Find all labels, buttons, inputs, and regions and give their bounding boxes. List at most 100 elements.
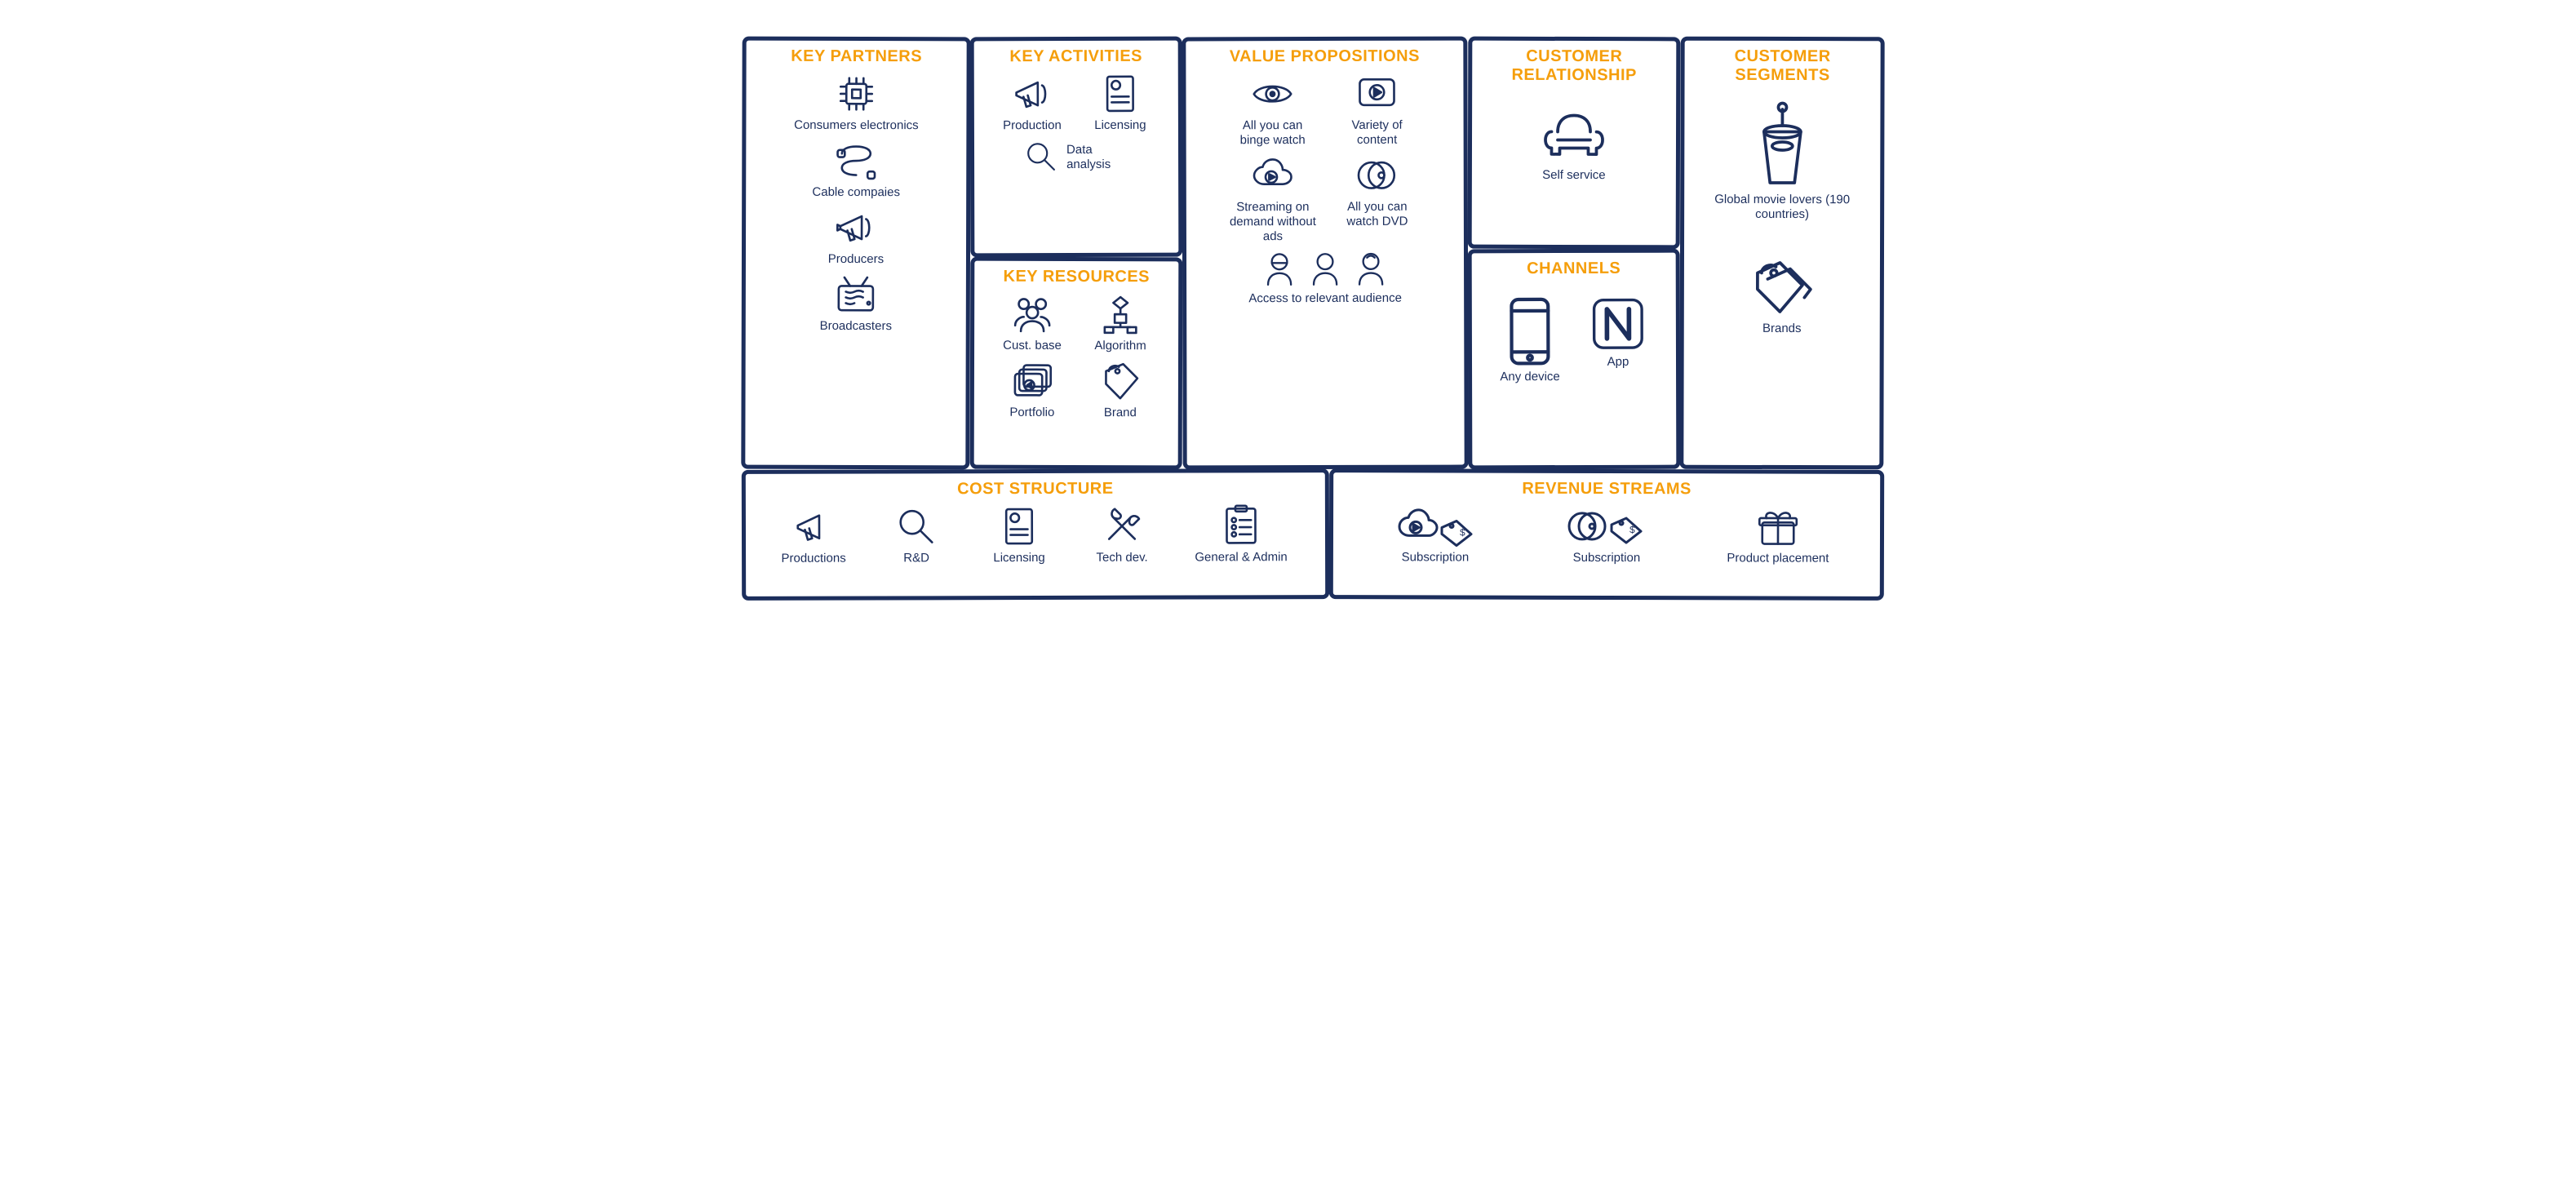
megaphone-icon xyxy=(831,205,881,251)
block-title: CUSTOMER SEGMENTS xyxy=(1692,47,1872,86)
item-cs-productions: Productions xyxy=(772,504,853,566)
person-3-icon xyxy=(1350,249,1390,290)
cloud-play-tag-icon: $ xyxy=(1394,503,1475,548)
item-self-service: Self service xyxy=(1500,101,1647,183)
item-label: Subscription xyxy=(1401,550,1469,565)
item-label: Product placement xyxy=(1727,551,1829,565)
item-label: Brand xyxy=(1103,406,1136,420)
cloud-play-icon xyxy=(1247,153,1297,198)
eye-icon xyxy=(1247,71,1297,117)
item-label: Global movie lovers (190 countries) xyxy=(1709,193,1856,222)
discs-tag-icon: $ xyxy=(1565,503,1647,549)
item-brand: Brand xyxy=(1083,358,1156,420)
gift-icon xyxy=(1752,503,1802,549)
item-label: Tech dev. xyxy=(1096,551,1147,565)
item-label: Productions xyxy=(781,552,845,566)
block-title: KEY RESOURCES xyxy=(982,268,1170,287)
item-relevant-audience: Access to relevant audience xyxy=(1218,249,1430,307)
block-value-propositions: VALUE PROPOSITIONS All you can binge wat… xyxy=(1182,37,1468,470)
block-key-activities: KEY ACTIVITIES Production Licensing Data… xyxy=(969,37,1182,258)
item-data-analysis: Data analysis xyxy=(1020,138,1131,175)
block-title: KEY ACTIVITIES xyxy=(982,47,1169,67)
block-customer-relationship: CUSTOMER RELATIONSHIP Self service xyxy=(1467,37,1680,250)
item-label: R&D xyxy=(903,551,929,565)
item-cable-companies: Cable compaies xyxy=(783,138,929,200)
screen-play-icon xyxy=(1351,71,1402,117)
item-cust-base: Cust. base xyxy=(995,291,1069,353)
people-icon xyxy=(1007,291,1057,337)
item-production: Production xyxy=(995,71,1068,133)
tag-icon xyxy=(1094,358,1145,404)
item-label: Brands xyxy=(1762,321,1801,336)
item-variety-content: Variety of content xyxy=(1332,71,1421,148)
item-consumers-electronics: Consumers electronics xyxy=(783,71,929,133)
item-brands: Brands xyxy=(1708,255,1855,336)
magnifier-icon xyxy=(890,503,941,549)
item-label: Variety of content xyxy=(1332,118,1421,148)
item-label: Cable compaies xyxy=(812,185,900,200)
item-label: Broadcasters xyxy=(819,319,891,334)
item-label: Licensing xyxy=(993,551,1044,565)
item-cs-general-admin: General & Admin xyxy=(1183,503,1297,565)
chip-icon xyxy=(831,71,881,117)
megaphone-icon xyxy=(1006,71,1057,117)
business-model-canvas: KEY PARTNERS Consumers electronics Cable… xyxy=(685,33,1892,604)
item-label: Any device xyxy=(1500,370,1559,384)
item-portfolio: Portfolio xyxy=(995,358,1068,420)
block-revenue-streams: REVENUE STREAMS $ Subscription $ Subscri… xyxy=(1328,468,1883,601)
item-label: Access to relevant audience xyxy=(1248,291,1402,306)
item-label: Subscription xyxy=(1572,551,1640,565)
item-algorithm: Algorithm xyxy=(1084,291,1157,353)
item-streaming-no-ads: Streaming on demand without ads xyxy=(1227,153,1317,244)
svg-text:$: $ xyxy=(1629,524,1634,535)
item-app: App xyxy=(1581,295,1654,384)
item-broadcasters: Broadcasters xyxy=(782,272,929,334)
item-movie-lovers: Global movie lovers (190 countries) xyxy=(1709,101,1856,222)
item-label: App xyxy=(1607,355,1629,370)
item-label: Production xyxy=(1003,118,1062,133)
block-key-partners: KEY PARTNERS Consumers electronics Cable… xyxy=(741,37,970,470)
item-label: Cust. base xyxy=(1003,339,1062,353)
item-cs-licensing: Licensing xyxy=(978,503,1059,565)
item-label: Licensing xyxy=(1094,118,1146,133)
item-licensing: Licensing xyxy=(1083,71,1156,133)
item-producers: Producers xyxy=(782,205,929,267)
app-n-icon xyxy=(1588,295,1647,353)
megaphone-icon xyxy=(787,504,838,550)
block-key-resources: KEY RESOURCES Cust. base Algorithm Portf… xyxy=(969,257,1182,470)
block-title: CUSTOMER RELATIONSHIP xyxy=(1480,47,1668,86)
item-label: All you can watch DVD xyxy=(1332,200,1421,229)
item-label: Algorithm xyxy=(1094,339,1146,353)
item-label: Data analysis xyxy=(1066,143,1131,172)
armchair-icon xyxy=(1536,101,1610,166)
item-label: Producers xyxy=(827,252,883,267)
block-channels: CHANNELS Any device App xyxy=(1467,249,1680,470)
magnifier-icon xyxy=(1020,138,1061,175)
item-cs-rd: R&D xyxy=(875,503,956,565)
item-label: Portfolio xyxy=(1009,406,1054,420)
flowchart-icon xyxy=(1095,291,1146,337)
item-rs-subscription-stream: $ Subscription xyxy=(1369,503,1500,565)
discs-icon xyxy=(1351,153,1402,198)
item-label: General & Admin xyxy=(1195,550,1287,565)
soda-cup-icon xyxy=(1749,101,1815,191)
media-stack-icon xyxy=(1006,358,1057,404)
tags-icon xyxy=(1745,255,1818,320)
item-label: Consumers electronics xyxy=(794,118,919,133)
svg-text:$: $ xyxy=(1459,527,1465,539)
item-any-device: Any device xyxy=(1492,295,1566,384)
block-cost-structure: COST STRUCTURE Productions R&D Licensing… xyxy=(741,468,1328,601)
license-doc-icon xyxy=(993,503,1044,549)
item-watch-dvd: All you can watch DVD xyxy=(1332,153,1421,244)
item-binge-watch: All you can binge watch xyxy=(1227,71,1317,148)
block-title: VALUE PROPOSITIONS xyxy=(1194,47,1455,67)
item-label: Self service xyxy=(1542,168,1606,183)
item-rs-product-placement: Product placement xyxy=(1712,503,1842,565)
block-title: REVENUE STREAMS xyxy=(1341,479,1872,499)
item-rs-subscription-dvd: $ Subscription xyxy=(1541,503,1671,565)
block-title: COST STRUCTURE xyxy=(753,479,1316,499)
phone-icon xyxy=(1506,295,1552,368)
item-label: Streaming on demand without ads xyxy=(1227,200,1317,244)
item-label: All you can binge watch xyxy=(1227,118,1317,148)
tools-icon xyxy=(1096,503,1146,549)
